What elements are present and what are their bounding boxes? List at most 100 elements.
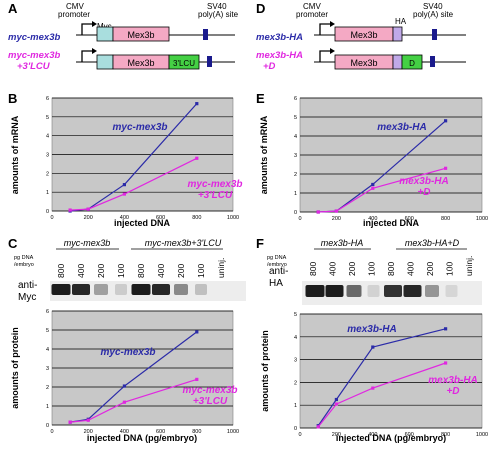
y-tick-label: 6 [46, 96, 49, 102]
panel-f-blot: F mex3b-HA mex3b-HA+D pg DNA /embryo 800… [256, 236, 482, 305]
lane-label: 800 [136, 264, 146, 278]
panel-letter-b: B [8, 91, 17, 106]
polya-box-a1 [203, 29, 208, 40]
x-tick-label: 200 [84, 429, 93, 435]
y-tick-label: 4 [294, 335, 297, 341]
data-point [122, 400, 126, 404]
lane-labels-f: 800 400 200 100 800 400 200 100 uninj. [308, 256, 474, 276]
y-tick-label: 3 [46, 366, 49, 372]
blot-band [384, 285, 402, 297]
polya-box-a2 [207, 56, 212, 67]
blot-group-c1: myc-mex3b [64, 238, 111, 248]
blot-band [346, 285, 362, 297]
data-point [334, 209, 338, 213]
lane-label: 400 [76, 264, 86, 278]
cmv-label-d2: promoter [296, 10, 328, 19]
polya-box-d1 [432, 29, 437, 40]
series-label: mex3b-HA [428, 375, 477, 386]
panel-c-blot: C myc-mex3b myc-mex3b+3'LCU pg DNA /embr… [8, 236, 246, 303]
x-tick-label: 600 [405, 432, 414, 438]
blot-band [174, 284, 188, 295]
x-tick-label: 200 [84, 215, 93, 221]
data-point [122, 183, 126, 187]
series-label: mex3b-HA [399, 176, 448, 187]
y-tick-label: 5 [294, 115, 297, 121]
lane-label: 400 [328, 262, 338, 276]
chart-f: 0 1 2 3 4 5 0 200 400 600 800 1000 injected DNA (pg/… [260, 312, 488, 443]
antibody-label-c2: Myc [18, 292, 36, 303]
lane-label: 800 [308, 262, 318, 276]
panel-d: D CMV promoter SV40 poly(A) site HA mex3… [256, 1, 466, 72]
bands-c [51, 284, 207, 295]
gene-label-a2: Mex3b [127, 58, 154, 68]
gene-label-a1: Mex3b [127, 30, 154, 40]
lane-labels-c: 800 400 200 100 800 400 200 100 uninj. [56, 258, 226, 278]
myc-tag-box-a1 [96, 26, 114, 42]
blot-band [195, 284, 207, 295]
blot-band [425, 285, 439, 297]
x-tick-label: 200 [332, 216, 341, 222]
y-axis-title: amounts of mRNA [259, 115, 269, 194]
dose-label-f2: /embryo [267, 262, 287, 268]
bands-f [305, 285, 458, 297]
myc-tag-box-a2 [96, 54, 114, 70]
blot-band [51, 284, 71, 295]
x-tick-label: 1000 [476, 216, 488, 222]
y-tick-label: 5 [294, 312, 297, 318]
y-tick-label: 3 [294, 358, 297, 364]
construct-label-d1: mex3b-HA [256, 32, 303, 43]
data-point [334, 402, 338, 406]
y-axis-title: amounts of protein [260, 330, 270, 412]
x-tick-label: 0 [298, 216, 301, 222]
x-tick-label: 400 [120, 429, 129, 435]
cmv-label-a2: promoter [58, 10, 90, 19]
gene-label-d2: Mex3b [350, 58, 377, 68]
series-line-2 [317, 362, 446, 428]
x-tick-label: 0 [298, 432, 301, 438]
sv40-label-a1: SV40 [207, 2, 227, 11]
dose-label-c1: pg DNA [14, 255, 34, 261]
ha-tag-box-d2 [392, 54, 403, 70]
promoter-arrowhead-d1 [330, 21, 335, 27]
promoter-arrowhead-a2 [92, 48, 97, 54]
lane-label: 400 [156, 264, 166, 278]
series-label: +3'LCU [198, 190, 233, 201]
y-tick-label: 6 [294, 96, 297, 102]
lane-label: 200 [176, 264, 186, 278]
y-tick-label: 3 [294, 153, 297, 159]
lane-label: 800 [386, 262, 396, 276]
panel-letter-f: F [256, 236, 264, 251]
ha-tag-label: HA [395, 17, 407, 26]
data-point [371, 186, 375, 190]
blot-group-c2: myc-mex3b+3'LCU [145, 238, 222, 248]
y-tick-label: 0 [46, 209, 49, 215]
y-tick-label: 5 [46, 328, 49, 334]
y-tick-label: 0 [294, 426, 297, 432]
blot-group-f2: mex3b-HA+D [405, 238, 460, 248]
y-axis-title: amounts of mRNA [10, 115, 20, 194]
promoter-arrowhead-a1 [92, 21, 97, 27]
x-axis-title: injected DNA [363, 218, 420, 228]
series-label: +3'LCU [193, 396, 228, 407]
gene-box-a1 [112, 26, 170, 42]
blot-band [325, 285, 344, 297]
x-tick-label: 1000 [227, 215, 239, 221]
d-domain-label: D [409, 59, 415, 68]
x-tick-label: 800 [441, 216, 450, 222]
data-point [195, 330, 199, 334]
series-label: myc-mex3b [112, 122, 167, 133]
series-label: +D [417, 187, 430, 198]
y-tick-label: 1 [46, 404, 49, 410]
gene-label-d1: Mex3b [350, 30, 377, 40]
series-line-2 [70, 378, 197, 423]
panel-a: A CMV promoter SV40 poly(A) site Myc myc… [8, 1, 239, 72]
lane-label: 100 [445, 262, 455, 276]
promoter-arrow-d2 [319, 50, 330, 62]
antibody-label-f2: HA [269, 278, 283, 289]
y-tick-label: 4 [294, 134, 297, 140]
chart-b: 0 1 2 3 4 5 6 0 200 400 600 800 1000 injected DNA amou… [10, 96, 243, 228]
data-point [316, 425, 320, 429]
series-label: mex3b-HA [347, 324, 396, 335]
blot-band [445, 285, 458, 297]
y-tick-label: 5 [46, 115, 49, 121]
